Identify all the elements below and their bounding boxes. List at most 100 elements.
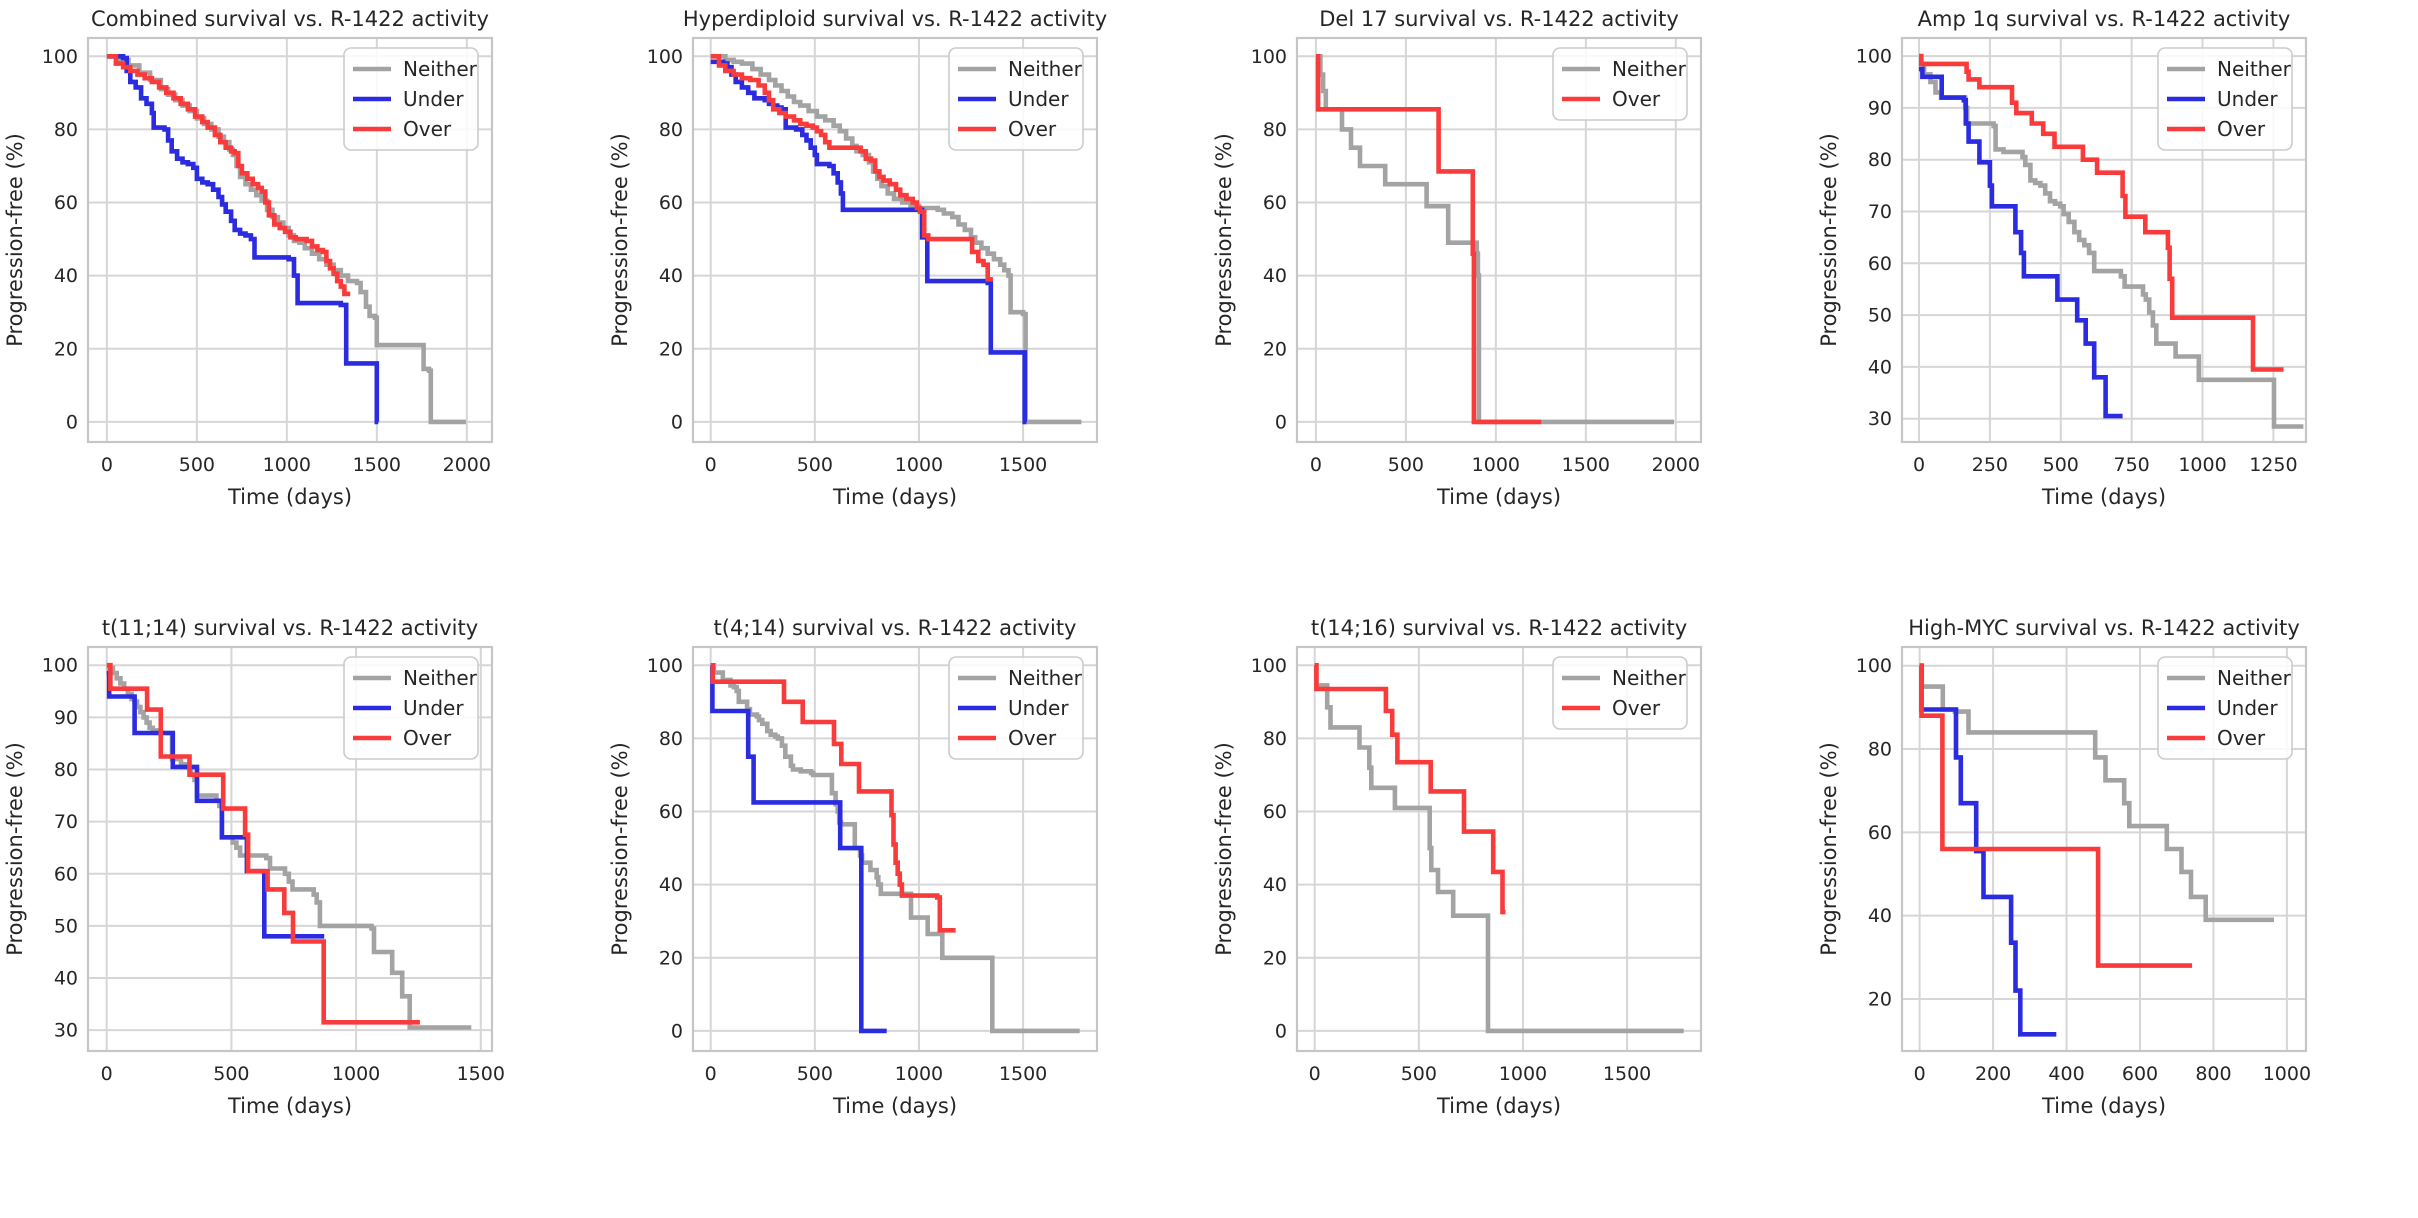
x-tick-label: 800 [2195,1063,2231,1085]
legend-label: Over [1008,726,1057,750]
chart-title: Del 17 survival vs. R-1422 activity [1319,7,1679,31]
chart-title: High-MYC survival vs. R-1422 activity [1908,616,2300,640]
x-tick-label: 1500 [998,454,1046,476]
y-tick-label: 100 [42,655,78,677]
series-over-curve [1918,663,2192,968]
x-tick-label: 500 [1388,454,1424,476]
x-tick-label: 200 [1974,1063,2010,1085]
y-tick-label: 60 [54,192,78,214]
y-tick-label: 90 [54,707,78,729]
y-axis-label: Progression-free (%) [1817,742,1841,956]
y-tick-label: 60 [1263,192,1287,214]
y-tick-label: 100 [1251,46,1287,68]
x-axis-label: Time (days) [227,485,352,509]
km-chart-combined: 0 20 40 60 80 100 0 500 1000 1500 2000 Combined sur… [0,0,605,609]
chart-title: Hyperdiploid survival vs. R-1422 activit… [682,7,1106,31]
x-tick-label: 600 [2121,1063,2157,1085]
y-tick-label: 60 [1263,801,1287,823]
legend-label: Over [1612,87,1661,111]
y-tick-label: 20 [1263,338,1287,360]
series-neither-curve [1918,61,2303,429]
x-tick-label: 0 [704,454,716,476]
legend-label: Over [2217,726,2266,750]
legend-label: Over [403,726,452,750]
x-tick-label: 400 [2048,1063,2084,1085]
x-tick-label: 1000 [2178,454,2226,476]
x-tick-label: 0 [1309,1063,1321,1085]
series-over-curve [1918,53,2284,372]
y-axis-label: Progression-free (%) [608,742,632,956]
legend-label: Under [2217,87,2278,111]
x-tick-label: 0 [1310,454,1322,476]
y-tick-label: 40 [1263,874,1287,896]
y-axis-label: Progression-free (%) [1212,133,1236,347]
y-tick-label: 40 [54,265,78,287]
x-axis-label: Time (days) [831,1094,956,1118]
x-tick-label: 0 [1912,454,1924,476]
plot-spines [1900,36,2307,444]
x-axis-label: Time (days) [831,485,956,509]
km-chart-t14-16: 0 20 40 60 80 100 0 500 1000 1500 t(14;16) surviva… [1209,609,1814,1218]
x-tick-label: 1000 [332,1063,380,1085]
x-axis-label: Time (days) [227,1094,352,1118]
legend: Neither Under Over [2156,47,2293,151]
y-tick-label: 100 [1251,655,1287,677]
x-tick-label: 1500 [353,454,401,476]
legend-label: Neither [1008,57,1083,81]
y-tick-label: 80 [1867,739,1891,761]
y-tick-label: 100 [646,655,682,677]
series-neither-curve [1315,54,1674,425]
series-over-curve [106,662,420,1025]
x-tick-label: 1000 [894,1063,942,1085]
legend-label: Over [1008,117,1057,141]
x-tick-label: 500 [179,454,215,476]
x-axis-label: Time (days) [2040,485,2165,509]
km-chart-hyperdiploid: 0 20 40 60 80 100 0 500 1000 1500 Hyperdiploid sur… [604,0,1209,609]
plot-spines [1295,645,1703,1053]
y-tick-label: 20 [658,947,682,969]
series-over-curve [1315,54,1542,425]
y-tick-label: 100 [646,46,682,68]
legend-label: Under [1008,87,1069,111]
x-tick-label: 2000 [443,454,491,476]
series-over-curve [710,663,956,933]
km-chart-t11-14: 30 40 50 60 70 80 90 100 0 500 1000 1500 t(11;14) su… [0,609,605,1218]
x-tick-label: 500 [2042,454,2078,476]
y-tick-label: 90 [1867,97,1891,119]
y-tick-label: 80 [54,119,78,141]
legend: Neither Under Over [2156,656,2293,760]
x-tick-label: 1500 [1562,454,1610,476]
legend: Neither Under Over [947,656,1084,760]
x-tick-label: 750 [2113,454,2149,476]
plot-spines [691,36,1098,444]
y-tick-label: 60 [658,801,682,823]
legend-label: Under [403,87,464,111]
y-tick-label: 40 [1263,265,1287,287]
legend-label: Over [1612,696,1661,720]
y-tick-label: 40 [1867,356,1891,378]
series-neither-curve [710,663,1080,1034]
y-tick-label: 20 [658,338,682,360]
y-tick-label: 40 [54,968,78,990]
legend: Neither Over [1552,656,1688,730]
legend: Neither Under Over [947,47,1084,151]
legend-label: Neither [2217,666,2292,690]
y-tick-label: 60 [1867,822,1891,844]
y-tick-label: 80 [1263,728,1287,750]
y-tick-label: 30 [54,1020,78,1042]
series-over-curve [710,54,993,282]
legend-label: Neither [2217,57,2292,81]
x-tick-label: 1500 [457,1063,505,1085]
legend: Neither Under Over [343,656,479,760]
y-tick-label: 0 [670,411,682,433]
y-tick-label: 40 [658,265,682,287]
y-axis-label: Progression-free (%) [1212,742,1236,956]
y-tick-label: 80 [1263,119,1287,141]
y-tick-label: 70 [54,811,78,833]
y-axis-label: Progression-free (%) [3,742,27,956]
